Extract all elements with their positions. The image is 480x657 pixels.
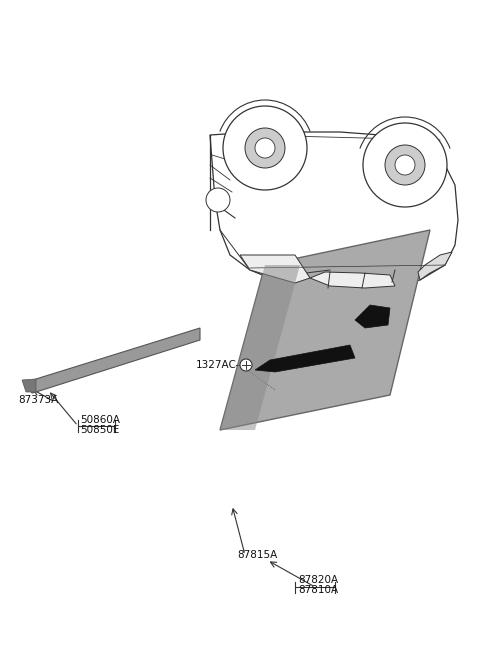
Circle shape <box>363 123 447 207</box>
Polygon shape <box>220 230 430 430</box>
Polygon shape <box>310 272 395 288</box>
Polygon shape <box>240 255 310 283</box>
Text: 87810A: 87810A <box>298 585 338 595</box>
Circle shape <box>385 145 425 185</box>
Circle shape <box>395 155 415 175</box>
Circle shape <box>223 106 307 190</box>
Polygon shape <box>355 305 390 328</box>
Circle shape <box>245 128 285 168</box>
Text: 87820A: 87820A <box>298 575 338 585</box>
Text: 87815A: 87815A <box>237 550 277 560</box>
Polygon shape <box>210 132 458 288</box>
Circle shape <box>255 138 275 158</box>
Polygon shape <box>220 265 300 430</box>
Polygon shape <box>418 252 452 280</box>
Text: 87373A: 87373A <box>18 395 58 405</box>
Circle shape <box>206 188 230 212</box>
Text: 50850E: 50850E <box>80 425 120 435</box>
Text: 50860A: 50860A <box>80 415 120 425</box>
Polygon shape <box>255 345 355 372</box>
Circle shape <box>240 359 252 371</box>
Text: 1327AC: 1327AC <box>196 360 237 370</box>
Polygon shape <box>25 328 200 393</box>
Polygon shape <box>22 379 36 392</box>
